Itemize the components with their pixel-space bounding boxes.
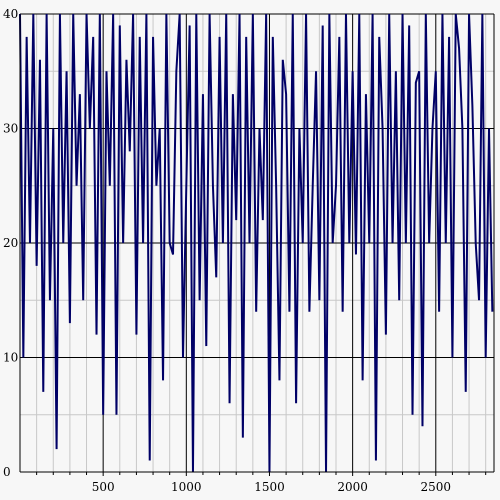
y-tick-label: 40: [3, 7, 18, 21]
axes: [19, 14, 495, 476]
x-tick-label: 1000: [171, 480, 202, 494]
x-tick-label: 2000: [337, 480, 368, 494]
series-line: [19, 13, 494, 473]
x-tick-label: 1500: [254, 480, 285, 494]
series-layer: [19, 13, 494, 473]
y-tick-label: 0: [3, 465, 11, 479]
tick-labels: 500 1000 1500 2000 2500 0 10 20 30 40: [3, 7, 451, 494]
y-tick-label: 20: [3, 236, 18, 250]
y-tick-label: 30: [3, 122, 18, 136]
y-tick-label: 10: [3, 351, 18, 365]
x-tick-label: 500: [92, 480, 115, 494]
x-tick-label: 2500: [421, 480, 452, 494]
